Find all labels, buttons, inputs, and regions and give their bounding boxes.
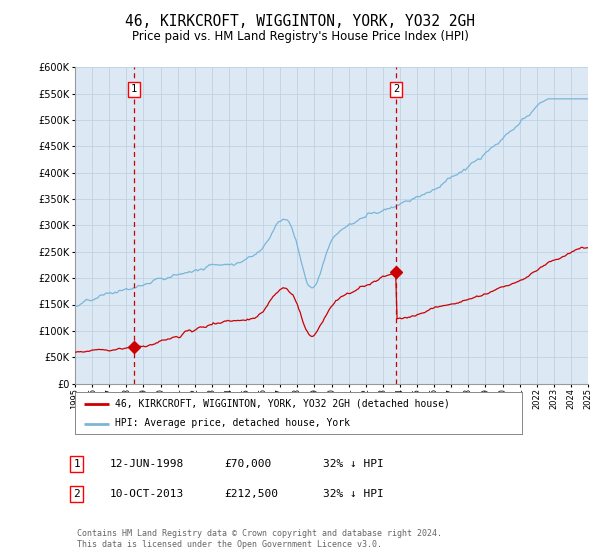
Text: 1: 1 (73, 459, 80, 469)
Text: 32% ↓ HPI: 32% ↓ HPI (323, 459, 383, 469)
Text: 10-OCT-2013: 10-OCT-2013 (110, 489, 184, 499)
Text: £212,500: £212,500 (224, 489, 278, 499)
Text: 32% ↓ HPI: 32% ↓ HPI (323, 489, 383, 499)
Text: 12-JUN-1998: 12-JUN-1998 (110, 459, 184, 469)
Text: £70,000: £70,000 (224, 459, 271, 469)
Text: Contains HM Land Registry data © Crown copyright and database right 2024.
This d: Contains HM Land Registry data © Crown c… (77, 529, 442, 549)
Text: 2: 2 (73, 489, 80, 499)
Text: 46, KIRKCROFT, WIGGINTON, YORK, YO32 2GH: 46, KIRKCROFT, WIGGINTON, YORK, YO32 2GH (125, 14, 475, 29)
Text: Price paid vs. HM Land Registry's House Price Index (HPI): Price paid vs. HM Land Registry's House … (131, 30, 469, 43)
Text: 1: 1 (131, 85, 137, 94)
Text: 46, KIRKCROFT, WIGGINTON, YORK, YO32 2GH (detached house): 46, KIRKCROFT, WIGGINTON, YORK, YO32 2GH… (115, 399, 450, 409)
Text: 2: 2 (393, 85, 399, 94)
Text: HPI: Average price, detached house, York: HPI: Average price, detached house, York (115, 418, 350, 428)
